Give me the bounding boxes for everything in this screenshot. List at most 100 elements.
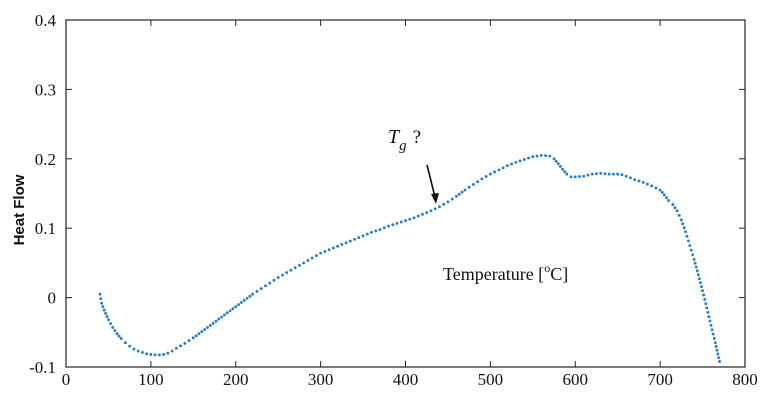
- data-point: [692, 257, 696, 261]
- data-point: [471, 183, 475, 186]
- data-point: [703, 297, 707, 301]
- data-point: [713, 341, 717, 345]
- data-point: [395, 221, 399, 225]
- data-point: [480, 177, 484, 181]
- data-point: [569, 175, 573, 179]
- data-point: [685, 234, 689, 238]
- data-point: [416, 214, 420, 218]
- data-point: [675, 209, 679, 213]
- data-point: [457, 192, 461, 196]
- data-point: [595, 172, 598, 176]
- data-point: [442, 202, 446, 206]
- x-tick-label: 200: [223, 370, 249, 389]
- data-point: [705, 306, 709, 310]
- data-point: [225, 311, 229, 315]
- data-point: [113, 329, 117, 333]
- data-point: [228, 309, 232, 313]
- data-point: [712, 336, 716, 340]
- data-point: [348, 239, 352, 243]
- data-point: [527, 156, 531, 160]
- data-point: [162, 353, 166, 356]
- data-point: [357, 236, 361, 240]
- data-point: [715, 348, 719, 352]
- data-point: [565, 172, 569, 176]
- data-point: [310, 256, 314, 260]
- data-point: [620, 173, 624, 177]
- data-point: [616, 172, 620, 176]
- data-point: [106, 318, 110, 322]
- x-tick-label: 800: [732, 370, 758, 389]
- data-point: [654, 186, 658, 190]
- data-point: [387, 224, 390, 228]
- data-point: [140, 350, 144, 354]
- data-point: [501, 166, 505, 170]
- data-point: [446, 200, 450, 204]
- data-point: [717, 356, 721, 360]
- data-point: [374, 229, 378, 233]
- data-point: [128, 344, 132, 348]
- data-point: [679, 218, 683, 222]
- data-point: [611, 172, 615, 176]
- data-point: [117, 334, 121, 338]
- data-point: [698, 281, 702, 285]
- data-point: [237, 303, 241, 306]
- data-point: [105, 315, 109, 319]
- data-point: [302, 261, 306, 265]
- data-point: [710, 328, 714, 332]
- data-point: [590, 172, 594, 176]
- annotation-arrow-line: [426, 164, 436, 198]
- data-point: [220, 315, 224, 319]
- data-point: [314, 254, 318, 258]
- data-point: [645, 182, 649, 186]
- data-point: [145, 352, 149, 356]
- data-point: [102, 308, 106, 312]
- data-point: [707, 315, 711, 319]
- y-tick-label: 0.3: [35, 80, 56, 99]
- data-point: [231, 307, 235, 311]
- data-point: [382, 226, 386, 230]
- x-tick-label: 700: [647, 370, 673, 389]
- data-point: [582, 174, 586, 178]
- data-point: [297, 263, 301, 267]
- data-point: [689, 248, 693, 252]
- x-axis-label-main: Temperature [: [443, 264, 544, 284]
- data-point: [222, 313, 226, 317]
- data-point: [264, 284, 267, 288]
- y-tick-label: -0.1: [29, 358, 56, 377]
- data-point: [276, 276, 280, 279]
- data-point: [702, 293, 706, 297]
- y-tick-label: 0.1: [35, 219, 56, 238]
- data-point: [208, 323, 212, 327]
- data-point: [563, 170, 567, 174]
- data-point: [561, 167, 564, 171]
- data-point: [607, 172, 611, 176]
- data-point: [319, 251, 323, 255]
- y-tick-label: 0.2: [35, 150, 56, 169]
- data-point: [327, 248, 331, 252]
- x-tick-label: 600: [563, 370, 589, 389]
- data-point: [132, 347, 136, 351]
- data-point: [573, 175, 577, 179]
- data-point: [101, 305, 105, 309]
- tg-annotation: Tg?: [388, 126, 439, 204]
- y-tick-label: 0: [48, 289, 57, 308]
- data-point: [170, 349, 174, 353]
- data-point: [153, 353, 157, 357]
- data-point: [484, 175, 488, 178]
- data-point: [718, 360, 721, 363]
- data-point: [650, 184, 654, 188]
- data-point: [454, 194, 458, 198]
- annotation-t: T: [388, 126, 401, 148]
- data-point: [365, 232, 369, 236]
- data-point: [693, 261, 697, 265]
- data-point: [425, 211, 429, 215]
- data-point: [214, 319, 218, 323]
- x-tick-label: 100: [138, 370, 164, 389]
- data-point: [700, 285, 703, 289]
- data-point: [293, 266, 297, 270]
- x-axis-label-superscript: o: [544, 261, 550, 275]
- data-point: [344, 241, 348, 245]
- data-point: [681, 222, 685, 226]
- data-point: [98, 292, 102, 296]
- data-point: [370, 230, 373, 234]
